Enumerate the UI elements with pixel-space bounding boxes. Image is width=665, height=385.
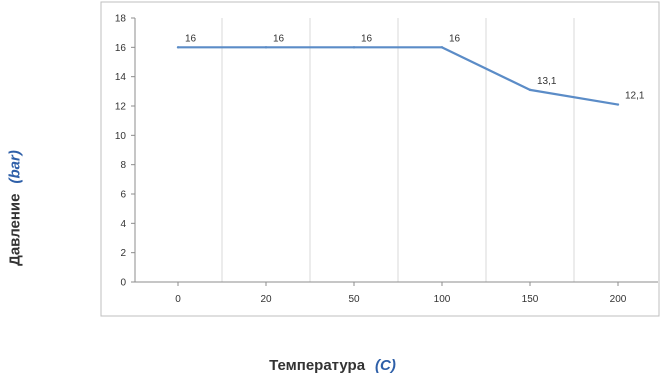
data-label: 12,1 bbox=[625, 91, 645, 102]
y-tick-label: 10 bbox=[115, 131, 127, 142]
y-tick-label: 4 bbox=[120, 219, 126, 230]
series-layer bbox=[176, 46, 620, 106]
x-tick-label: 50 bbox=[348, 294, 360, 305]
y-tick-label: 18 bbox=[115, 14, 127, 25]
x-tick-labels: 0 20 50 100 150 200 bbox=[175, 294, 627, 305]
y-tick-label: 16 bbox=[115, 43, 127, 54]
y-tick-label: 12 bbox=[115, 102, 127, 113]
data-label: 16 bbox=[361, 33, 373, 44]
data-point bbox=[176, 46, 180, 49]
y-tick-labels: 0 2 4 6 8 10 12 14 16 18 bbox=[115, 14, 127, 289]
y-axis-title-text: Давление bbox=[6, 193, 24, 266]
data-point bbox=[616, 103, 620, 106]
y-tick-label: 2 bbox=[120, 248, 126, 259]
data-point bbox=[440, 46, 444, 49]
data-point bbox=[264, 46, 268, 49]
data-label: 16 bbox=[185, 33, 197, 44]
y-tick-label: 8 bbox=[120, 160, 126, 171]
axes bbox=[131, 17, 658, 286]
x-tick-label: 0 bbox=[175, 294, 181, 305]
data-point bbox=[352, 46, 356, 49]
data-label: 16 bbox=[273, 33, 285, 44]
data-labels: 16 16 16 16 13,1 12,1 bbox=[185, 33, 645, 101]
series-line bbox=[178, 46, 619, 106]
x-tick-label: 100 bbox=[434, 294, 451, 305]
y-tick-label: 6 bbox=[120, 190, 126, 201]
x-axis-title-text: Температура bbox=[269, 357, 366, 374]
gridlines bbox=[221, 18, 575, 282]
x-tick-label: 200 bbox=[610, 294, 627, 305]
plot-frame bbox=[100, 1, 660, 317]
data-point bbox=[528, 88, 532, 92]
x-tick-label: 20 bbox=[260, 294, 272, 305]
x-axis-title: Температура (C) bbox=[0, 357, 665, 374]
data-label: 16 bbox=[449, 33, 461, 44]
y-axis-title: Давление (bar) bbox=[5, 118, 25, 298]
y-axis-unit: (bar) bbox=[6, 150, 24, 184]
y-tick-label: 0 bbox=[120, 278, 126, 289]
data-label: 13,1 bbox=[537, 76, 557, 87]
x-tick-label: 150 bbox=[522, 294, 539, 305]
x-axis-unit: (C) bbox=[375, 357, 396, 374]
y-tick-label: 14 bbox=[115, 72, 127, 83]
